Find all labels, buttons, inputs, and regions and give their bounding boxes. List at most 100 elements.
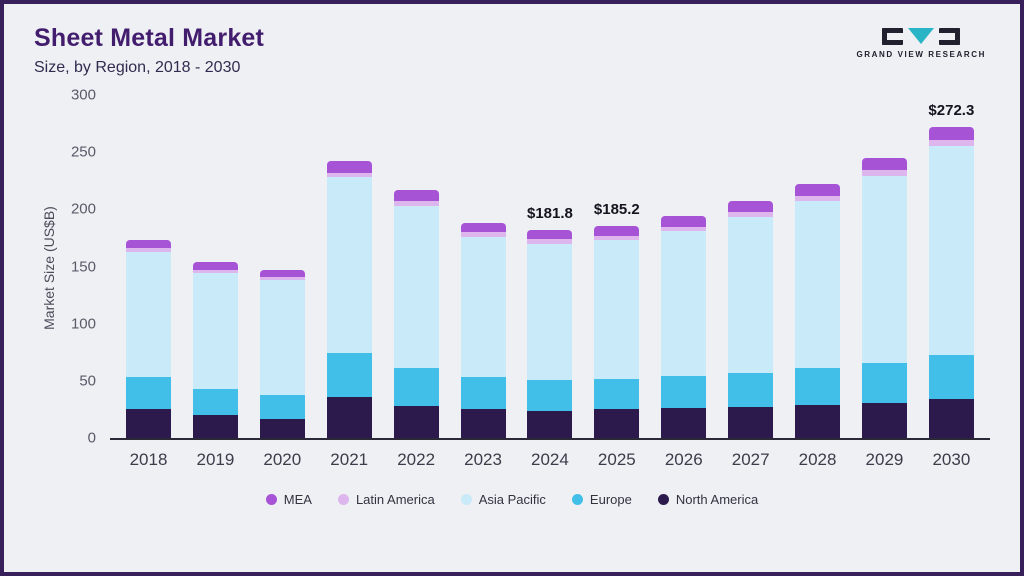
legend-label-europe: Europe (589, 492, 632, 507)
data-label-2025: $185.2 (593, 201, 640, 219)
segment-latin-america-2023 (460, 232, 506, 237)
bar-2023: 2023 (460, 95, 506, 469)
segment-europe-2021 (326, 353, 372, 397)
page-title: Sheet Metal Market (34, 24, 265, 52)
segment-asia-pacific-2030 (928, 146, 974, 355)
segment-asia-pacific-2018 (126, 251, 171, 378)
header: Sheet Metal Market Size, by Region, 2018… (34, 20, 990, 77)
bar-2028: 2028 (795, 95, 841, 469)
legend: MEA Latin America Asia Pacific Europe North … (34, 492, 990, 507)
gvr-logo-icon (882, 28, 961, 45)
segment-mea-2027 (728, 201, 774, 212)
segment-asia-pacific-2020 (259, 280, 305, 395)
bar-2029: 2029 (861, 95, 907, 469)
segment-europe-2028 (795, 368, 841, 405)
segment-latin-america-2030 (928, 139, 974, 147)
segment-mea-2025 (594, 226, 640, 236)
segment-europe-2018 (126, 377, 171, 410)
segment-latin-america-2018 (126, 248, 171, 252)
x-tick-label-2025: 2025 (597, 450, 636, 469)
segment-latin-america-2028 (795, 195, 841, 202)
segment-mea-2030 (928, 126, 974, 140)
bar-2024: $181.8 2024 (527, 95, 573, 469)
header-text: Sheet Metal Market Size, by Region, 2018… (34, 20, 264, 77)
y-axis-title-column: Market Size (US$B) (34, 95, 64, 440)
x-tick-label-2030: 2030 (932, 450, 971, 469)
y-tick-label-50: 50 (79, 372, 96, 390)
segment-latin-america-2022 (393, 201, 439, 206)
segment-mea-2019 (192, 261, 238, 270)
segment-europe-2024 (527, 379, 573, 411)
logo-g-shape (882, 28, 904, 45)
segment-north-america-2024 (527, 410, 573, 438)
segment-asia-pacific-2023 (460, 236, 506, 378)
plot-wrap: 0 50 100 150 200 250 300 2018 2019 2020 2021 2022 20… (71, 87, 990, 469)
legend-dot-asia-pacific (460, 494, 472, 505)
bar-2027: 2027 (728, 95, 774, 469)
segment-asia-pacific-2027 (728, 217, 774, 373)
plot-area: 0 50 100 150 200 250 300 2018 2019 2020 2021 2022 20… (71, 87, 990, 469)
segment-mea-2026 (661, 216, 707, 227)
segment-asia-pacific-2028 (795, 201, 841, 369)
segment-latin-america-2026 (661, 226, 707, 232)
logo-v-triangle-icon (908, 28, 935, 44)
bar-2030: $272.3 2030 (928, 95, 975, 469)
segment-mea-2029 (861, 157, 907, 171)
segment-latin-america-2027 (728, 211, 774, 218)
x-tick-label-2019: 2019 (196, 450, 235, 469)
legend-item-asia-pacific: Asia Pacific (460, 492, 546, 507)
segment-latin-america-2021 (326, 172, 372, 178)
segment-mea-2018 (126, 240, 171, 249)
x-tick-label-2028: 2028 (798, 450, 837, 469)
x-tick-label-2027: 2027 (731, 450, 770, 469)
segment-mea-2023 (460, 223, 506, 233)
y-tick-label-250: 250 (70, 143, 96, 161)
segment-mea-2022 (393, 189, 439, 202)
x-tick-label-2026: 2026 (664, 450, 703, 469)
segment-europe-2026 (661, 376, 707, 409)
segment-asia-pacific-2029 (861, 176, 907, 363)
segment-north-america-2029 (861, 402, 907, 438)
segment-asia-pacific-2022 (393, 205, 439, 369)
legend-item-latin-america: Latin America (337, 492, 435, 507)
segment-europe-2020 (259, 394, 305, 419)
segment-europe-2030 (928, 354, 974, 400)
bar-2022: 2022 (393, 95, 439, 469)
x-tick-label-2021: 2021 (330, 450, 369, 469)
segment-asia-pacific-2026 (661, 231, 707, 377)
x-tick-label-2020: 2020 (263, 450, 302, 469)
legend-label-mea: MEA (283, 492, 312, 507)
y-tick-label-150: 150 (70, 258, 96, 275)
bar-2018: 2018 (126, 95, 171, 469)
segment-latin-america-2020 (259, 276, 305, 281)
bar-2026: 2026 (661, 95, 707, 469)
segment-north-america-2025 (594, 409, 640, 438)
segment-asia-pacific-2024 (527, 243, 573, 380)
segment-north-america-2026 (661, 408, 707, 438)
legend-label-north-america: North America (675, 492, 759, 507)
x-tick-label-2022: 2022 (397, 450, 436, 469)
y-axis-title: Market Size (US$B) (41, 205, 57, 330)
segment-north-america-2018 (126, 409, 171, 438)
legend-label-asia-pacific: Asia Pacific (478, 492, 546, 507)
segment-europe-2025 (594, 378, 640, 410)
segment-north-america-2028 (795, 404, 841, 438)
x-tick-label-2024: 2024 (531, 450, 569, 469)
x-tick-label-2023: 2023 (464, 450, 502, 469)
legend-item-europe: Europe (571, 492, 632, 507)
y-tick-label-100: 100 (70, 315, 96, 333)
y-tick-label-0: 0 (87, 429, 96, 447)
segment-mea-2024 (527, 230, 573, 240)
data-label-2030: $272.3 (928, 101, 975, 119)
segment-europe-2022 (393, 368, 439, 406)
segment-latin-america-2025 (594, 235, 640, 241)
segment-north-america-2020 (259, 418, 305, 438)
segment-north-america-2022 (393, 406, 439, 438)
logo-r-shape (939, 28, 961, 45)
legend-item-north-america: North America (657, 492, 759, 507)
legend-item-mea: MEA (265, 492, 312, 507)
page-subtitle: Size, by Region, 2018 - 2030 (34, 59, 241, 76)
legend-dot-mea (265, 494, 277, 505)
segment-asia-pacific-2021 (326, 177, 372, 354)
